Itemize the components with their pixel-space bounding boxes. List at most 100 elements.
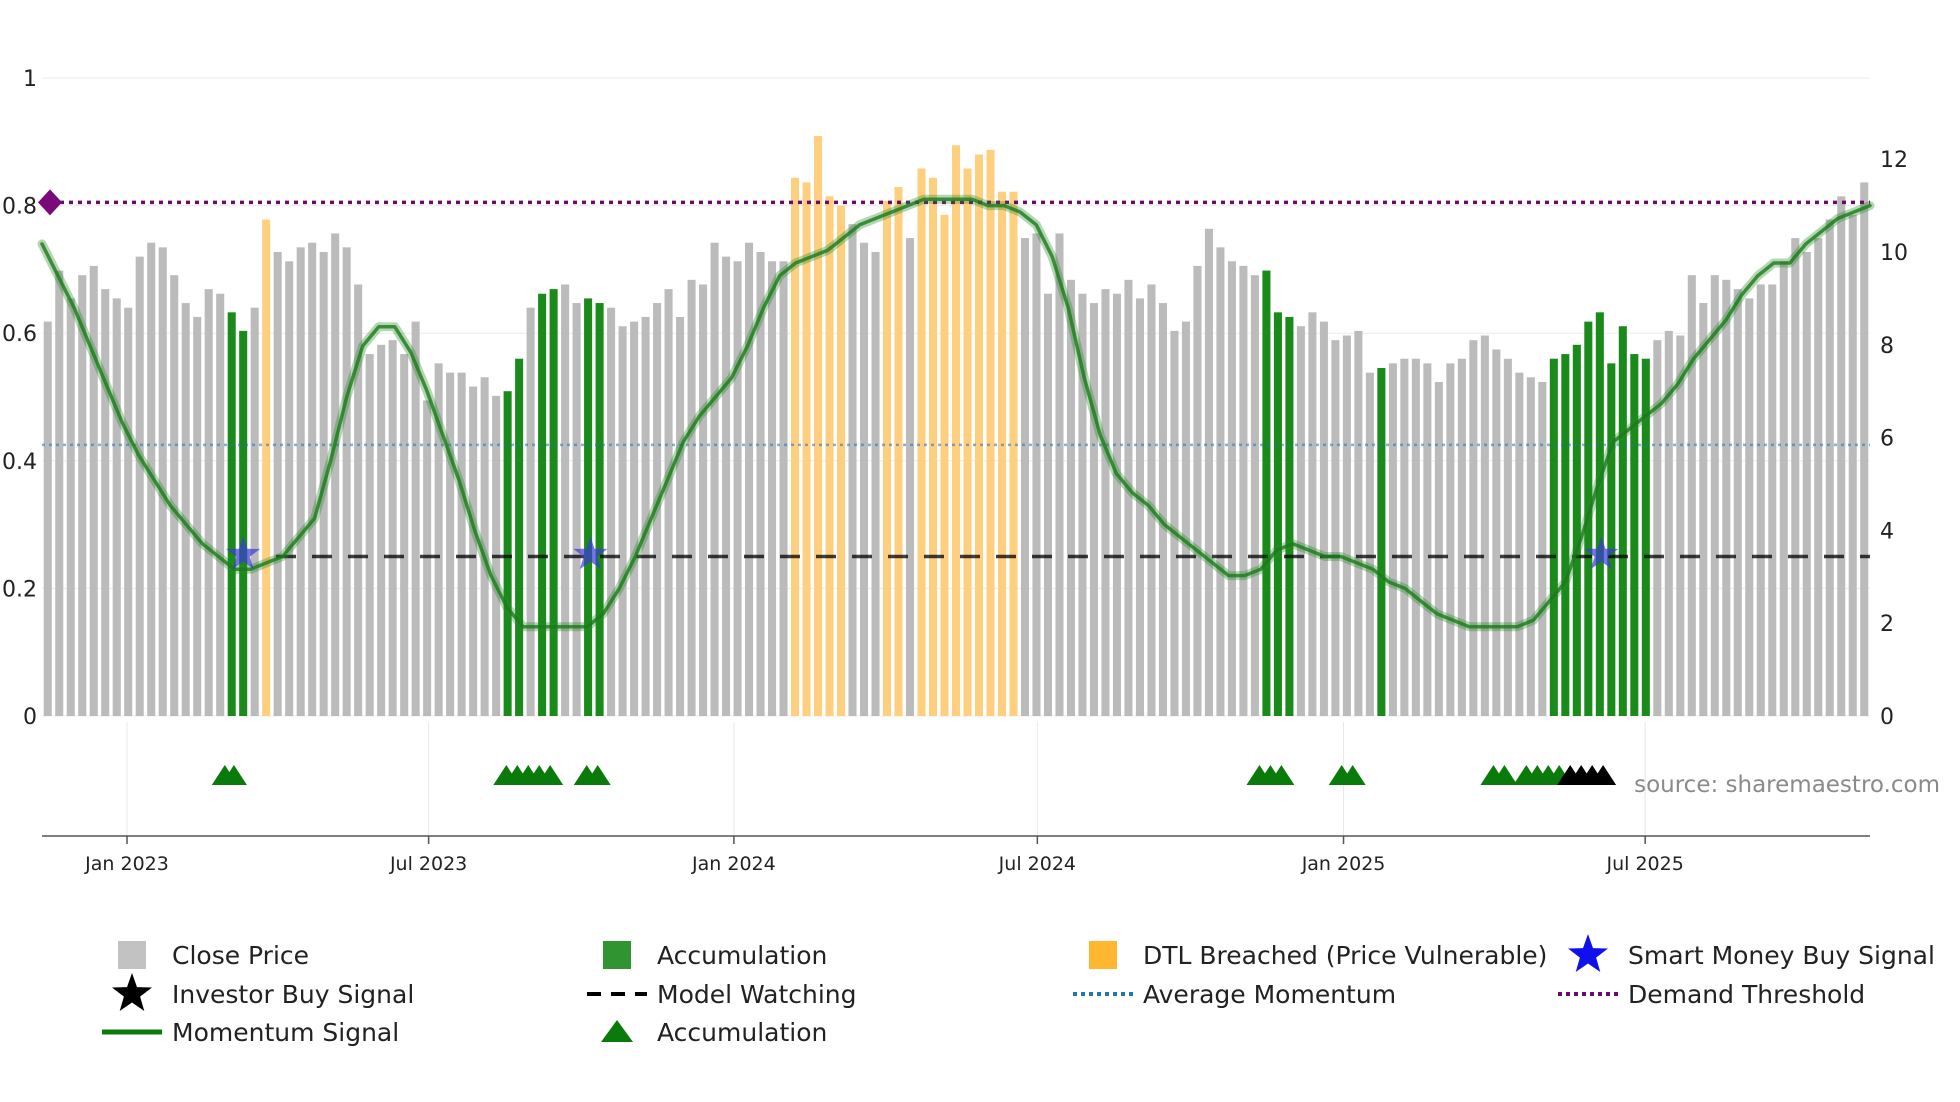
- close-price-bar: [112, 298, 121, 716]
- lower-panel: [42, 722, 1870, 837]
- close-price-bar: [1055, 233, 1064, 716]
- close-price-bar: [354, 284, 363, 716]
- close-price-bar: [1101, 289, 1110, 716]
- close-price-bar: [848, 224, 857, 716]
- close-price-bar: [1411, 358, 1420, 716]
- legend-label: DTL Breached (Price Vulnerable): [1143, 941, 1547, 970]
- close-price-bar: [1193, 265, 1202, 716]
- right-axis-tick: 10: [1880, 241, 1908, 266]
- close-price-bar: [1158, 303, 1167, 716]
- close-price-bar: [1066, 279, 1075, 716]
- close-price-bar: [1112, 293, 1121, 716]
- close-price-bar: [1745, 298, 1754, 716]
- date-label: Jul 2024: [998, 853, 1076, 875]
- close-price-bar: [1687, 275, 1696, 716]
- accumulation-bar: [1607, 363, 1616, 716]
- close-price-bar: [1538, 381, 1547, 716]
- close-price-bar: [1768, 284, 1777, 716]
- close-price-bar: [1078, 293, 1087, 716]
- accumulation_bar-legend-swatch: [603, 941, 631, 969]
- legend-item-demand_threshold: Demand Threshold: [1558, 980, 1865, 1009]
- close-price-bar: [170, 275, 179, 716]
- close-price-bar: [1860, 182, 1869, 716]
- dtl-breached-bar: [940, 214, 949, 716]
- close-price-bar: [722, 256, 731, 716]
- right-axis-tick: 4: [1880, 519, 1894, 544]
- accumulation-bar: [538, 293, 547, 716]
- close-price-bar: [1308, 312, 1317, 716]
- date-label: Jan 2024: [691, 853, 776, 875]
- accumulation-bar: [1641, 358, 1650, 716]
- close-price-bar: [664, 289, 673, 716]
- close-price-bar: [1319, 321, 1328, 716]
- close-price-bar: [1791, 238, 1800, 716]
- close-price-bar: [1216, 247, 1225, 717]
- legend-label: Demand Threshold: [1628, 980, 1865, 1009]
- dtl-breached-bar: [825, 196, 834, 716]
- accumulation-bar: [1561, 354, 1570, 716]
- accumulation_marker-legend-triangle: [601, 1020, 633, 1042]
- accumulation-marker: [537, 765, 564, 785]
- accumulation-bar: [1618, 326, 1627, 716]
- close_price-legend-swatch: [118, 941, 146, 969]
- left-axis-tick: 1: [23, 67, 37, 92]
- close-price-bar: [572, 303, 581, 716]
- close-price-bar: [1722, 279, 1731, 716]
- close-price-bars: [43, 136, 1869, 717]
- close-price-bar: [1848, 214, 1857, 716]
- close-price-bar: [1469, 340, 1478, 716]
- close-price-bar: [1825, 219, 1834, 716]
- date-label: Jan 2023: [84, 853, 169, 875]
- signal-markers: [226, 536, 1619, 570]
- dtl-breached-bar: [986, 149, 995, 717]
- legend-item-accumulation_bar: Accumulation: [603, 941, 827, 970]
- accumulation-bar: [1285, 316, 1294, 716]
- source-label: source: sharemaestro.com: [1634, 772, 1940, 798]
- close-price-bar: [905, 238, 915, 716]
- close-price-bar: [1089, 303, 1098, 716]
- close-price-bar: [331, 233, 340, 716]
- right-axis-tick: 6: [1880, 427, 1894, 452]
- investor-buy-marker: [1590, 765, 1617, 785]
- left-axis-tick: 0.6: [2, 322, 37, 347]
- close-price-bar: [1664, 330, 1673, 716]
- right-axis-tick: 2: [1880, 612, 1894, 637]
- close-price-bar: [1492, 349, 1501, 716]
- accumulation-marker: [220, 765, 247, 785]
- close-price-bar: [342, 247, 351, 717]
- close-price-bar: [1779, 261, 1788, 716]
- close-price-bar: [756, 252, 765, 716]
- close-price-bar: [43, 321, 52, 716]
- close-price-bar: [308, 242, 317, 716]
- close-price-bar: [1733, 289, 1742, 716]
- close-price-bar: [1135, 298, 1144, 716]
- legend-label: Smart Money Buy Signal: [1628, 941, 1935, 970]
- close-price-bar: [250, 307, 259, 716]
- accumulation-bar: [1377, 368, 1386, 716]
- accumulation-marker: [1491, 765, 1518, 785]
- dtl-breached-bar: [1009, 191, 1018, 716]
- close-price-bar: [1342, 335, 1351, 716]
- smart_money-legend-star: [1568, 934, 1608, 972]
- legend: Close Price Accumulation DTL Breached (Pri…: [102, 934, 1935, 1047]
- close-price-bar: [607, 307, 616, 716]
- close-price-bar: [630, 321, 639, 716]
- close-price-bar: [365, 354, 374, 716]
- dtl-breached-bar: [894, 187, 903, 717]
- close-price-bar: [1802, 252, 1811, 716]
- close-price-bar: [1354, 330, 1363, 716]
- close-price-bar: [618, 326, 627, 716]
- close-price-bar: [66, 298, 75, 716]
- close-price-bar: [1296, 326, 1305, 716]
- close-price-bar: [1043, 293, 1052, 716]
- left-axis-tick: 0.8: [2, 195, 37, 220]
- accumulation-bar: [549, 289, 558, 716]
- close-price-bar: [1503, 358, 1512, 716]
- close-price-bar: [78, 275, 87, 716]
- close-price-bar: [411, 321, 420, 716]
- close-price-bar: [377, 344, 386, 716]
- close-price-bar: [687, 279, 696, 716]
- close-price-bar: [285, 261, 294, 716]
- right-axis-tick: 12: [1880, 148, 1908, 173]
